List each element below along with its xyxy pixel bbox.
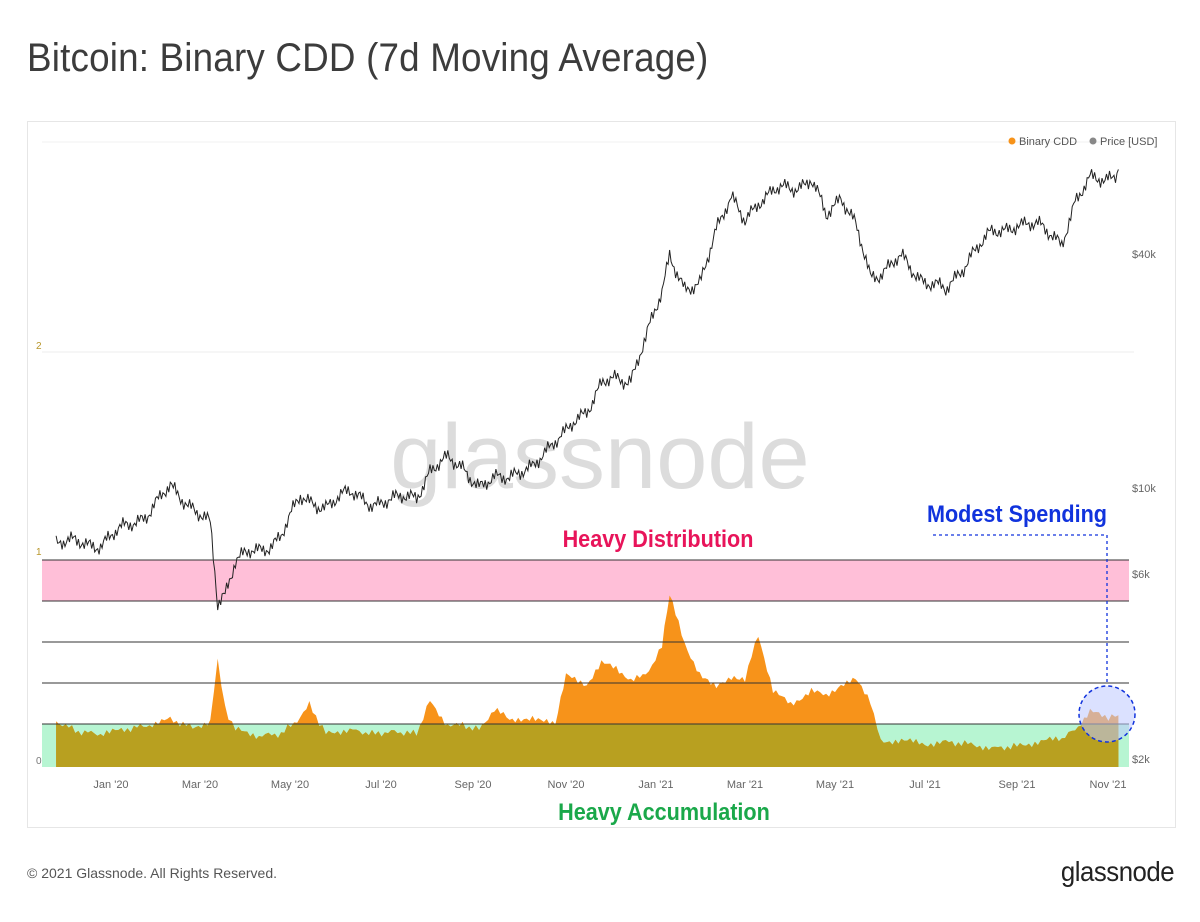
- y-left-tick: 2: [36, 341, 42, 352]
- price-series: [55, 169, 1119, 611]
- legend-dot-cdd: [1008, 137, 1016, 145]
- x-tick-label: May '21: [816, 779, 854, 791]
- x-tick-label: Jan '20: [93, 779, 128, 791]
- page-title: Bitcoin: Binary CDD (7d Moving Average): [27, 36, 709, 80]
- legend-label-price[interactable]: Price [USD]: [1100, 136, 1157, 148]
- x-tick-label: May '20: [271, 779, 309, 791]
- x-tick-label: Nov '20: [548, 779, 585, 791]
- x-tick-label: Jan '21: [638, 779, 673, 791]
- y-right-tick: $2k: [1132, 754, 1150, 766]
- legend-dot-price: [1089, 137, 1097, 145]
- x-tick-label: Jul '20: [365, 779, 396, 791]
- watermark-text: glassnode: [390, 406, 809, 508]
- binary-cdd-area-below: [56, 724, 1119, 767]
- x-tick-label: Sep '21: [999, 779, 1036, 791]
- y-right-tick: $10k: [1132, 483, 1156, 495]
- price-line: [55, 169, 1119, 611]
- y-left-tick: 1: [36, 547, 42, 558]
- y-left-tick: 0: [36, 756, 42, 767]
- y-right-tick: $6k: [1132, 569, 1150, 581]
- copyright-text: © 2021 Glassnode. All Rights Reserved.: [27, 865, 278, 881]
- distribution-band: [42, 560, 1129, 601]
- brand-logo: glassnode: [1060, 856, 1175, 887]
- legend-label-cdd[interactable]: Binary CDD: [1019, 136, 1077, 148]
- x-tick-label: Mar '20: [182, 779, 218, 791]
- x-tick-label: Nov '21: [1090, 779, 1127, 791]
- x-tick-label: Jul '21: [909, 779, 940, 791]
- x-tick-label: Mar '21: [727, 779, 763, 791]
- x-tick-label: Sep '20: [455, 779, 492, 791]
- callout-circle: [1078, 685, 1136, 743]
- annotation-heavy-accumulation: Heavy Accumulation: [558, 798, 770, 825]
- x-axis: Jan '20 Mar '20 May '20 Jul '20 Sep '20 Nov '…: [93, 779, 1126, 791]
- y-right-tick: $40k: [1132, 249, 1156, 261]
- annotation-modest-spending: Modest Spending: [927, 500, 1107, 527]
- annotation-heavy-distribution: Heavy Distribution: [563, 525, 754, 552]
- callout-line: [933, 534, 1108, 684]
